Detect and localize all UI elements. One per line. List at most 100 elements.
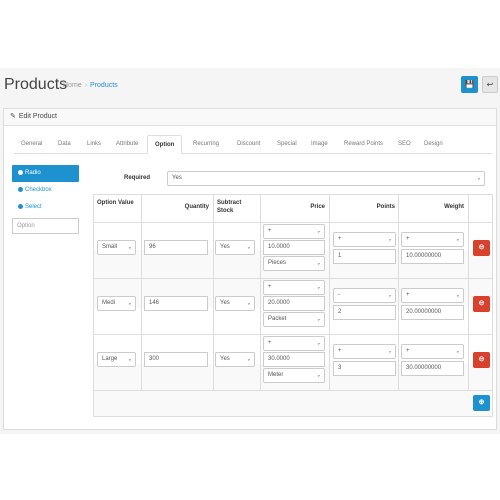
chevron-down-icon: ⌄ (476, 175, 481, 181)
tab-bar: General Data Links Attribute Option Recu… (14, 135, 492, 154)
points-input[interactable]: 2 (333, 305, 396, 320)
remove-option-value-button[interactable]: ⊖ (473, 240, 490, 256)
quantity-input[interactable]: 146 (144, 296, 208, 311)
tab-option[interactable]: Option (147, 135, 183, 154)
price-prefix-select[interactable]: + ⌄ (263, 224, 325, 239)
subtract-select[interactable]: Yes ⌄ (215, 240, 255, 255)
reply-icon: ↩ (486, 80, 494, 89)
points-prefix-text: - (338, 292, 340, 298)
subtract-select[interactable]: Yes ⌄ (215, 352, 255, 367)
page-title: Products (4, 76, 68, 93)
chevron-down-icon: ⌄ (246, 356, 251, 362)
option-value-select[interactable]: Large ⌄ (97, 352, 136, 367)
tab-reward-points[interactable]: Reward Points (344, 141, 384, 147)
tab-links[interactable]: Links (87, 141, 102, 147)
minus-circle-icon[interactable] (18, 186, 23, 192)
weight-prefix-select[interactable]: + ⌄ (401, 344, 464, 359)
points-prefix-text: + (338, 236, 342, 242)
tab-special[interactable]: Special (277, 141, 297, 147)
weight-input[interactable]: 10.00000000 (401, 249, 464, 264)
panel-heading: ✎ Edit Product (4, 109, 496, 126)
minus-circle-icon: ⊖ (478, 356, 485, 363)
tab-design[interactable]: Design (424, 141, 443, 147)
unit-select[interactable]: Packet ⌄ (263, 312, 325, 327)
quantity-input[interactable]: 96 (144, 240, 208, 255)
option-value-text: Small (102, 244, 118, 250)
points-prefix-select[interactable]: - ⌄ (333, 288, 396, 303)
chevron-down-icon: ⌄ (387, 292, 392, 298)
back-button[interactable]: ↩ (482, 76, 498, 93)
chevron-down-icon: ⌄ (455, 236, 460, 242)
chevron-down-icon: ⌄ (316, 260, 321, 266)
required-label: Required (124, 175, 151, 181)
unit-select[interactable]: Meter ⌄ (263, 368, 325, 383)
option-value-select[interactable]: Medi ⌄ (97, 296, 136, 311)
subtract-select[interactable]: Yes ⌄ (215, 296, 255, 311)
unit-text: Meter (268, 372, 284, 378)
unit-select[interactable]: Pieces ⌄ (263, 256, 325, 271)
unit-text: Pieces (268, 260, 287, 266)
weight-prefix-text: + (406, 292, 410, 298)
minus-circle-icon[interactable] (18, 203, 23, 209)
remove-option-value-button[interactable]: ⊖ (473, 296, 490, 312)
tab-image[interactable]: Image (311, 141, 328, 147)
weight-prefix-select[interactable]: + ⌄ (401, 232, 464, 247)
subtract-text: Yes (220, 244, 230, 250)
tab-attribute[interactable]: Attribute (116, 141, 139, 147)
weight-prefix-text: + (406, 236, 410, 242)
tab-data[interactable]: Data (58, 141, 71, 147)
weight-prefix-select[interactable]: + ⌄ (401, 288, 464, 303)
sidebar-item-select[interactable]: Select (12, 199, 79, 216)
weight-input[interactable]: 30.00000000 (401, 361, 464, 376)
price-prefix-select[interactable]: + ⌄ (263, 336, 325, 351)
points-prefix-select[interactable]: + ⌄ (333, 232, 396, 247)
option-value-select[interactable]: Small ⌄ (97, 240, 136, 255)
table-border (93, 278, 493, 279)
add-option-value-button[interactable]: ⊕ (473, 395, 490, 411)
price-prefix-text: + (268, 228, 272, 234)
weight-input[interactable]: 20.00000000 (401, 305, 464, 320)
sidebar-item-checkbox[interactable]: Checkbox (12, 182, 79, 199)
chevron-down-icon: ⌄ (316, 284, 321, 290)
option-autocomplete-input[interactable]: Option (12, 218, 79, 234)
table-border (260, 194, 261, 390)
chevron-down-icon: ⌄ (127, 356, 132, 362)
minus-circle-icon: ⊖ (478, 300, 485, 307)
option-value-text: Large (102, 356, 118, 362)
price-prefix-select[interactable]: + ⌄ (263, 280, 325, 295)
minus-circle-icon[interactable] (18, 169, 23, 175)
table-border (492, 194, 493, 416)
unit-text: Packet (268, 316, 287, 322)
price-input[interactable]: 10.0000 (263, 240, 325, 255)
price-input[interactable]: 30.0000 (263, 352, 325, 367)
remove-option-value-button[interactable]: ⊖ (473, 352, 490, 368)
points-input[interactable]: 3 (333, 361, 396, 376)
quantity-input[interactable]: 300 (144, 352, 208, 367)
subtract-text: Yes (220, 356, 230, 362)
breadcrumb: Home › Products (63, 82, 118, 89)
sidebar-item-label: Select (25, 204, 42, 210)
option-value-text: Medi (102, 300, 116, 306)
save-button[interactable]: 💾 (461, 76, 478, 93)
subtract-text: Yes (220, 300, 230, 306)
breadcrumb-products[interactable]: Products (90, 82, 118, 89)
header-subtract-stock: Subtract Stock (217, 200, 242, 214)
table-border (141, 194, 142, 390)
price-prefix-text: + (268, 340, 272, 346)
points-prefix-select[interactable]: + ⌄ (333, 344, 396, 359)
table-border (93, 222, 493, 223)
tab-recurring[interactable]: Recurring (193, 141, 220, 147)
tab-seo[interactable]: SEO (398, 141, 411, 147)
plus-circle-icon: ⊕ (478, 399, 485, 406)
price-input[interactable]: 20.0000 (263, 296, 325, 311)
header-quantity: Quantity (184, 204, 209, 210)
table-border (329, 194, 330, 390)
chevron-down-icon: ⌄ (316, 228, 321, 234)
sidebar-item-radio[interactable]: Radio (12, 165, 79, 182)
required-select[interactable]: Yes ⌄ (167, 171, 485, 186)
tab-general[interactable]: General (21, 141, 43, 147)
panel-title: Edit Product (18, 113, 58, 120)
tab-discount[interactable]: Discount (237, 141, 261, 147)
breadcrumb-home[interactable]: Home (63, 82, 82, 89)
points-input[interactable]: 1 (333, 249, 396, 264)
